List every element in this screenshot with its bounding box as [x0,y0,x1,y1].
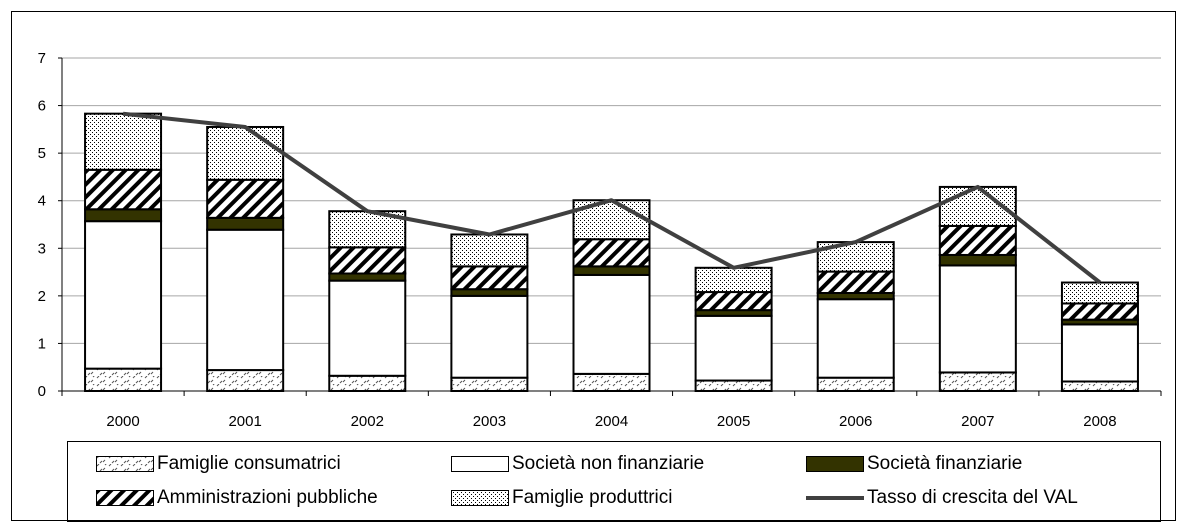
bar-segment [1060,302,1139,321]
legend-label: Famiglie consumatrici [157,453,341,474]
x-tick-label: 2002 [351,413,384,430]
legend-item-famiglie-produttrici: Famiglie produttrici [451,484,673,512]
legend-label: Famiglie produttrici [512,487,673,508]
bar-segment [572,238,651,268]
bar-segment [84,168,163,211]
x-tick-label: 2006 [839,413,872,430]
bar-segment [816,298,895,379]
bar-segment [938,371,1017,392]
bar-segment [1060,281,1139,305]
legend-swatch-famiglie-consumatrici [96,456,154,472]
legend: Famiglie consumatrici Società non finanz… [67,441,1161,522]
y-tick-label: 3 [38,240,46,257]
y-tick-label: 2 [38,288,46,305]
bar-segment [328,374,407,392]
bar-segment [328,246,407,275]
x-tick-label: 2004 [595,413,628,430]
y-tick-label: 5 [38,145,46,162]
bar-segment [450,294,529,379]
bar-segment [206,178,285,219]
legend-item-societa-non-finanziarie: Società non finanziarie [451,450,704,478]
bar-segment [450,376,529,392]
bar-segment [206,216,285,231]
legend-item-famiglie-consumatrici: Famiglie consumatrici [96,450,341,478]
bar-segment [206,125,285,181]
bar-segment [816,270,895,295]
bar-segment [84,208,163,223]
y-tick-label: 0 [38,383,46,400]
legend-item-tasso-di-crescita: Tasso di crescita del VAL [806,484,1078,512]
legend-label: Società non finanziarie [512,453,705,474]
x-tick-label: 2005 [717,413,750,430]
bar-segment [450,233,529,268]
bar-segment [938,185,1017,227]
bar-segment [572,273,651,375]
bar-segment [328,279,407,377]
bar-segment [694,314,773,382]
bar-segment [1060,323,1139,383]
legend-item-amministrazioni-pubbliche: Amministrazioni pubbliche [96,484,378,512]
legend-swatch-amministrazioni-pubbliche [96,490,154,506]
bar-segment [84,112,163,171]
legend-swatch-societa-finanziarie [806,456,864,472]
bar-segment [450,265,529,291]
bar-segment [938,264,1017,374]
bar-segment [938,253,1017,267]
bar-segment [694,291,773,312]
bar-segment [694,266,773,294]
bar-segment [328,272,407,282]
legend-label: Società finanziarie [867,453,1023,474]
bar-segment [572,199,651,241]
x-tick-label: 2000 [106,413,139,430]
legend-swatch-line [806,496,864,500]
legend-swatch-societa-non-finanziarie [451,456,509,472]
bar-segment [206,228,285,372]
y-tick-label: 6 [38,98,46,115]
bar-segment [84,220,163,370]
bar-segment [572,265,651,276]
legend-label: Tasso di crescita del VAL [867,487,1078,508]
y-tick-label: 4 [38,193,46,210]
y-tick-label: 1 [38,335,46,352]
bar-segment [572,372,651,393]
x-tick-label: 2008 [1083,413,1116,430]
legend-swatch-famiglie-produttrici [451,490,509,506]
bar-segment [938,224,1017,256]
legend-item-societa-finanziarie: Società finanziarie [806,450,1022,478]
growth-rate-line [122,111,1102,285]
x-tick-label: 2001 [228,413,261,430]
y-tick-label: 7 [38,50,46,67]
legend-label: Amministrazioni pubbliche [157,487,378,508]
bar-segment [1060,380,1139,393]
bar-segment [84,367,163,392]
bar-segment [206,369,285,393]
bar-segment [816,376,895,392]
bar-segment [694,379,773,392]
x-tick-label: 2003 [473,413,506,430]
x-tick-label: 2007 [961,413,994,430]
